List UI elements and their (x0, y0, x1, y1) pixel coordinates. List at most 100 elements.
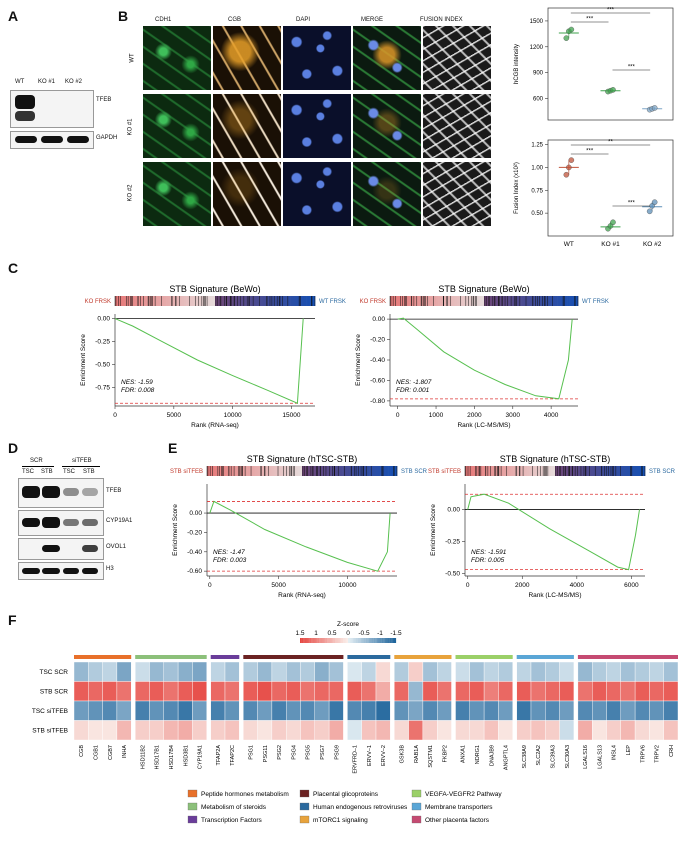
category-bar (347, 655, 391, 659)
legend-swatch (411, 789, 422, 798)
rank-bar-segment (481, 466, 484, 476)
rank-bar-segment (433, 296, 437, 306)
scale-title: Z-score (337, 621, 359, 628)
rank-bar-segment (340, 466, 343, 476)
category-bar (74, 655, 132, 659)
rank-bar-segment (384, 466, 387, 476)
rank-bar-segment (217, 466, 220, 476)
heatmap-cell (243, 661, 258, 682)
gene-label: LEP (626, 745, 632, 756)
lane-label: TSC (63, 469, 75, 475)
blot-band (22, 518, 40, 527)
rank-bar-segment (450, 296, 453, 306)
heatmap-cell (328, 661, 344, 682)
rank-bar-segment (337, 466, 341, 476)
rank-bar-segment (242, 466, 246, 476)
data-point (563, 171, 570, 178)
heatmap-cell (634, 661, 650, 682)
rank-bar-segment (257, 466, 261, 476)
heatmap-cell (314, 681, 330, 702)
rank-bar-segment (323, 466, 326, 476)
rank-bar-segment (398, 296, 401, 306)
scale-swatch (376, 638, 379, 643)
heatmap-cell (314, 661, 330, 682)
rank-bar-segment (219, 466, 223, 476)
rank-bar-segment (509, 296, 512, 306)
blot-band (22, 568, 40, 574)
rank-bar-segment (291, 466, 294, 476)
heatmap-cell (300, 720, 316, 741)
x-tick-label: 0 (466, 582, 470, 589)
heatmap-cell (286, 661, 301, 682)
heatmap-cell (592, 700, 607, 721)
rank-bar-segment (400, 296, 403, 306)
scale-swatch (380, 638, 382, 643)
nes-label: NES: -1.807 (396, 379, 432, 386)
rank-bar-segment (161, 296, 165, 306)
micrograph-dapi (283, 26, 351, 90)
band-label: H3 (106, 566, 114, 572)
heatmap-cell (516, 700, 532, 721)
rank-bar-segment (465, 466, 468, 476)
rank-bar-segment (275, 296, 278, 306)
x-tick-label: 15000 (282, 412, 300, 419)
category-bar (516, 655, 574, 659)
rank-bar-segment (239, 296, 242, 306)
rank-bar-segment (230, 466, 233, 476)
x-axis-label: Rank (RNA-seq) (191, 422, 239, 429)
heatmap-cell (498, 681, 513, 702)
rank-bar-segment (548, 296, 552, 306)
rank-bar-segment (378, 466, 381, 476)
scale-swatch (300, 638, 302, 643)
rank-bar-segment (183, 296, 187, 306)
rank-bar-segment (350, 466, 353, 476)
heatmap-cell (361, 720, 377, 741)
rank-bar-segment (235, 296, 238, 306)
rank-bar-segment (159, 296, 162, 306)
gene-label: TFAP2C (230, 745, 236, 766)
rank-bar-segment (346, 466, 349, 476)
y-axis-label: Fusion Index (x10²) (514, 162, 520, 214)
rank-bar-segment (390, 466, 394, 476)
nes-label: NES: -1.591 (471, 549, 507, 556)
heatmap-cell (498, 700, 513, 721)
rank-bar-segment (621, 466, 624, 476)
rank-bar-segment (237, 296, 240, 306)
enrichment-curve (467, 493, 640, 571)
rank-bar-segment (190, 296, 194, 306)
panel-label-a: A (8, 8, 19, 24)
rank-bar-segment (559, 296, 562, 306)
blot-band (82, 545, 98, 552)
gsea-right-label: WT FRSK (319, 299, 346, 305)
rank-bar-segment (523, 296, 527, 306)
rank-bar-segment (629, 466, 632, 476)
rank-bar-segment (471, 296, 474, 306)
legend-swatch (299, 789, 310, 798)
heatmap-cell (663, 661, 679, 682)
micrograph-fusion-index (423, 26, 491, 90)
panel-label-f: F (8, 612, 17, 628)
rank-bar-segment (615, 466, 618, 476)
rank-bar-segment (155, 296, 158, 306)
blot-band (82, 519, 98, 526)
rank-bar-segment (297, 296, 300, 306)
scale-tick-label: 0.5 (327, 630, 336, 637)
rank-bar-segment (540, 296, 543, 306)
y-tick-label: 600 (533, 96, 544, 102)
heatmap-cell (192, 681, 207, 702)
rank-bar-segment (177, 296, 180, 306)
rank-bar-segment (316, 466, 320, 476)
rank-bar-segment (563, 466, 566, 476)
heatmap-cell (545, 661, 560, 682)
heatmap-cell (577, 700, 593, 721)
gene-label: ERVV–2 (381, 745, 387, 766)
heatmap-cell (606, 700, 622, 721)
x-tick-label: 2000 (515, 582, 530, 589)
rank-bar-segment (363, 466, 366, 476)
scale-swatch (378, 638, 381, 643)
rank-bar-segment (448, 296, 451, 306)
scale-swatch (336, 638, 339, 643)
gsea-right-label: STB SCR (649, 469, 676, 475)
rank-bar-segment (551, 466, 554, 476)
rank-bar-segment (495, 466, 498, 476)
